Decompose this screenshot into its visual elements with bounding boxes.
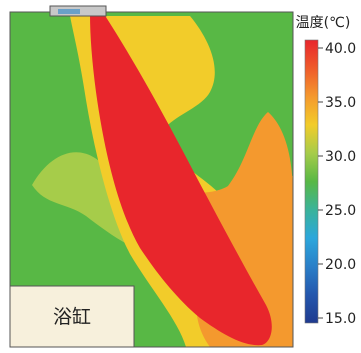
contour-field: [10, 12, 293, 347]
scale-tick-label: 25.0: [325, 203, 356, 219]
bathtub: 浴缸: [9, 285, 135, 348]
ceiling-vent: [49, 5, 107, 17]
bathtub-label: 浴缸: [53, 306, 91, 328]
scale-tick-label: 30.0: [325, 149, 356, 165]
scale-tick-label: 15.0: [325, 311, 356, 327]
room-outline: [9, 11, 294, 348]
heat-plume: [90, 14, 272, 346]
color-scale-legend: 温度(℃) 40.0 35.0 30.0 25.0 20.0 15.0: [296, 15, 357, 327]
legend-title: 温度(℃): [296, 15, 351, 31]
color-scale-bar: [304, 39, 319, 324]
scale-tick-label: 35.0: [325, 95, 356, 111]
color-scale-ticks: 40.0 35.0 30.0 25.0 20.0 15.0: [318, 41, 356, 327]
scale-tick-label: 20.0: [325, 257, 356, 273]
scale-tick-label: 40.0: [325, 41, 356, 57]
